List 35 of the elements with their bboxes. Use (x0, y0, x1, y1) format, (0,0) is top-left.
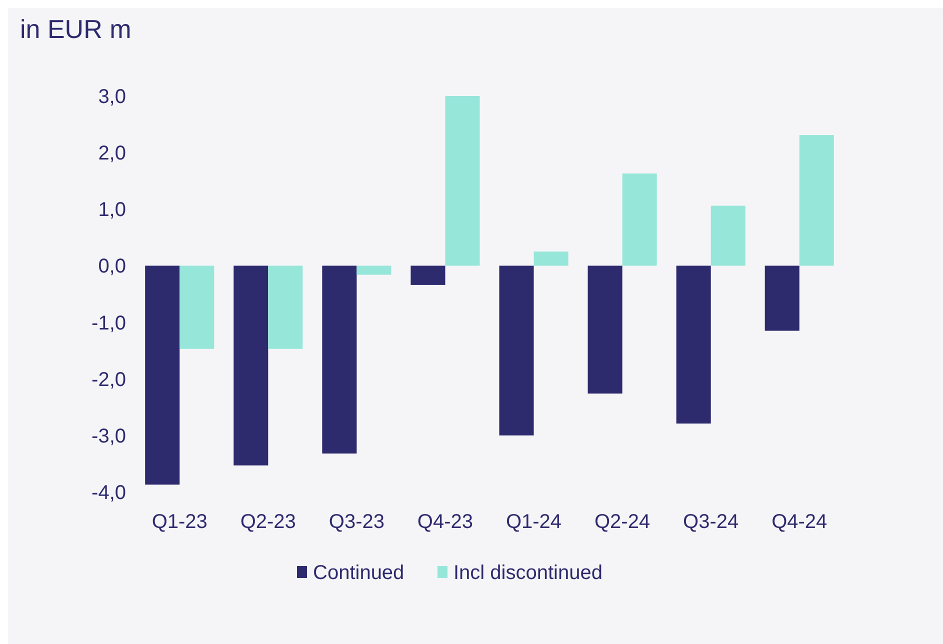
bar (534, 252, 568, 266)
bar (499, 266, 534, 436)
x-tick-label: Q1-23 (152, 511, 208, 533)
x-tick-label: Q1-24 (506, 511, 562, 533)
y-tick-label: -2,0 (92, 368, 126, 391)
y-tick-label: -4,0 (92, 482, 126, 504)
bar (622, 174, 657, 266)
y-tick-label: 1,0 (98, 199, 126, 222)
x-tick-label: Q3-24 (683, 511, 739, 533)
bar (676, 266, 711, 424)
x-tick-label: Q2-23 (240, 511, 296, 533)
y-tick-label: -1,0 (92, 312, 126, 334)
bar (588, 266, 622, 394)
x-tick-label: Q4-24 (772, 511, 828, 533)
x-tick-label: Q3-23 (328, 511, 384, 533)
bar (764, 266, 800, 331)
bar (356, 266, 392, 275)
bar (445, 96, 480, 266)
bar (710, 206, 746, 266)
legend-label: Continued (313, 562, 404, 584)
y-tick-label: 3,0 (98, 86, 126, 108)
bar (145, 266, 180, 485)
bar (322, 266, 357, 454)
bar (234, 266, 268, 466)
y-tick-label: -3,0 (92, 425, 126, 448)
x-tick-label: Q2-24 (594, 511, 650, 533)
y-axis-title: in EUR m (20, 14, 132, 44)
y-tick-label: 2,0 (98, 142, 126, 165)
bar (410, 266, 446, 285)
bar (268, 266, 303, 349)
bar (799, 135, 834, 266)
bar (180, 266, 214, 349)
legend-label: Incl discontinued (454, 562, 602, 584)
x-tick-label: Q4-23 (417, 511, 474, 533)
y-tick-label: 0,0 (98, 256, 126, 278)
